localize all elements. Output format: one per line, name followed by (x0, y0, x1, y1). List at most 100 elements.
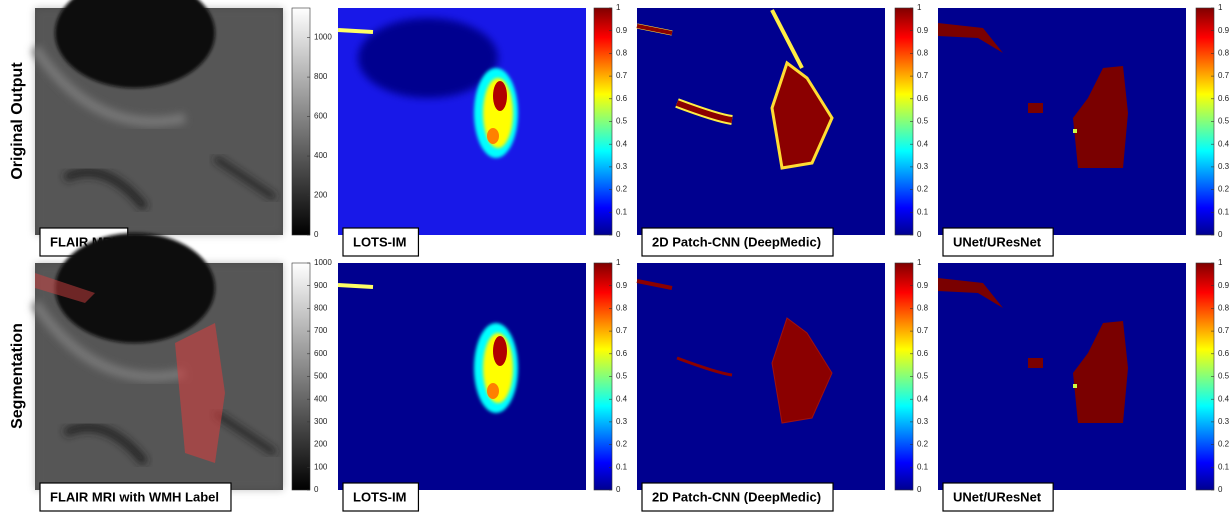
panel-label-box (641, 482, 834, 512)
colorbar-tick-label: 0.5 (917, 372, 929, 381)
image-detail (63, 423, 149, 466)
image-detail (938, 8, 1186, 235)
panel-label-box (39, 482, 232, 512)
panel-label: FLAIR MRI with WMH Label (50, 489, 219, 504)
colorbar-tick-label: 0.4 (616, 139, 628, 148)
colorbar-tick-label: 0.8 (1218, 304, 1229, 313)
colorbar-tick-label: 800 (314, 72, 328, 81)
image-detail (55, 233, 215, 343)
image-detail (487, 128, 499, 144)
colorbar-tick-label: 0.9 (917, 26, 929, 35)
panel-image (636, 8, 885, 235)
image-detail (175, 323, 225, 463)
colorbar-tick-label: 1 (616, 3, 621, 12)
colorbar-tick-label: 0.2 (1218, 185, 1229, 194)
colorbar-tick-label: 0.1 (917, 207, 929, 216)
panel-label: LOTS-IM (353, 234, 406, 249)
image-detail (213, 155, 277, 201)
image-detail (487, 383, 499, 399)
colorbar-tick-label: 0 (1218, 230, 1223, 239)
colorbar-tick-label: 0 (314, 485, 319, 494)
image-detail (770, 9, 804, 69)
colorbar-tick-label: 400 (314, 394, 328, 403)
image-detail (55, 0, 215, 88)
image-detail (30, 45, 187, 127)
image-detail (1073, 129, 1077, 133)
colorbar-tick-label: 0.3 (616, 162, 628, 171)
panel-label-box (342, 227, 420, 257)
image-detail (938, 278, 1003, 308)
image-detail (636, 24, 673, 35)
panel-label-box (342, 482, 420, 512)
colorbar-tick-label: 0 (616, 485, 621, 494)
colorbar-tick-label: 300 (314, 417, 328, 426)
colorbar-tick-label: 0.1 (1218, 207, 1229, 216)
colorbar-tick-label: 0 (1218, 485, 1223, 494)
colorbar-tick-label: 0.6 (616, 94, 628, 103)
colorbar-tick-label: 0.3 (1218, 162, 1229, 171)
colorbar-tick-label: 0.2 (616, 185, 628, 194)
colorbar-tick-label: 0.7 (1218, 326, 1229, 335)
image-detail (213, 410, 277, 456)
colorbar-tick-label: 0.5 (616, 372, 628, 381)
colorbar-tick-label: 0.9 (1218, 26, 1229, 35)
colorbar-tick-label: 0.4 (1218, 394, 1229, 403)
colorbar-tick-label: 0.6 (1218, 349, 1229, 358)
colorbar-tick-label: 0.1 (917, 462, 929, 471)
colorbar-tick-label: 0.8 (616, 49, 628, 58)
colorbar-tick-label: 0.7 (616, 326, 628, 335)
colorbar-tick-label: 0.4 (917, 139, 929, 148)
panel-label: LOTS-IM (353, 489, 406, 504)
image-detail (1073, 66, 1128, 168)
colorbar-tick-label: 0.5 (1218, 117, 1229, 126)
image-detail (493, 336, 507, 366)
colorbar-tick-label: 600 (314, 112, 328, 121)
panel-label: 2D Patch-CNN (DeepMedic) (652, 489, 821, 504)
panel-label-box (641, 227, 834, 257)
colorbar-tick-label: 0 (314, 230, 319, 239)
colorbar-tick-label: 0 (616, 230, 621, 239)
colorbar-tick-label: 0.9 (1218, 281, 1229, 290)
colorbar-tick-label: 0.7 (917, 326, 929, 335)
panel-label-box (942, 482, 1054, 512)
colorbar-tick-label: 400 (314, 151, 328, 160)
colorbar-tick-label: 0.5 (917, 117, 929, 126)
image-detail (35, 273, 95, 303)
colorbar-tick-label: 0.8 (917, 49, 929, 58)
panel-image (938, 8, 1186, 235)
colorbar-tick-label: 0.5 (1218, 372, 1229, 381)
image-detail (1028, 358, 1043, 368)
image-detail (63, 168, 149, 211)
colorbar-tick-label: 100 (314, 462, 328, 471)
panel-image (636, 263, 885, 490)
row-label: Original Output (9, 62, 26, 180)
colorbar-tick-label: 0 (917, 230, 922, 239)
row-label: Segmentation (9, 323, 26, 429)
colorbar-tick-label: 0.3 (917, 417, 929, 426)
colorbar-tick-label: 0.4 (616, 394, 628, 403)
colorbar-tick-label: 0.2 (1218, 440, 1229, 449)
panel-image (938, 263, 1186, 490)
image-detail (1073, 384, 1077, 388)
colorbar-tick-label: 600 (314, 349, 328, 358)
image-detail (30, 300, 187, 382)
colorbar-tick-label: 500 (314, 372, 328, 381)
colorbar-tick-label: 0.7 (1218, 71, 1229, 80)
image-detail (1073, 321, 1128, 423)
colorbar-tick-label: 0.8 (616, 304, 628, 313)
colorbar-tick-label: 0.4 (917, 394, 929, 403)
colorbar-tick-label: 1 (1218, 258, 1223, 267)
image-detail (1028, 103, 1043, 113)
image-detail (676, 356, 733, 377)
panel-image (30, 0, 283, 235)
image-detail (337, 28, 374, 34)
colorbar-tick-label: 0 (917, 485, 922, 494)
colorbar-tick-label: 0.2 (917, 440, 929, 449)
colorbar-tick-label: 0.4 (1218, 139, 1229, 148)
colorbar-tick-label: 0.8 (1218, 49, 1229, 58)
colorbar-tick-label: 1 (917, 258, 922, 267)
colorbar-tick-label: 0.5 (616, 117, 628, 126)
colorbar-tick-label: 0.7 (616, 71, 628, 80)
colorbar-tick-label: 1 (917, 3, 922, 12)
